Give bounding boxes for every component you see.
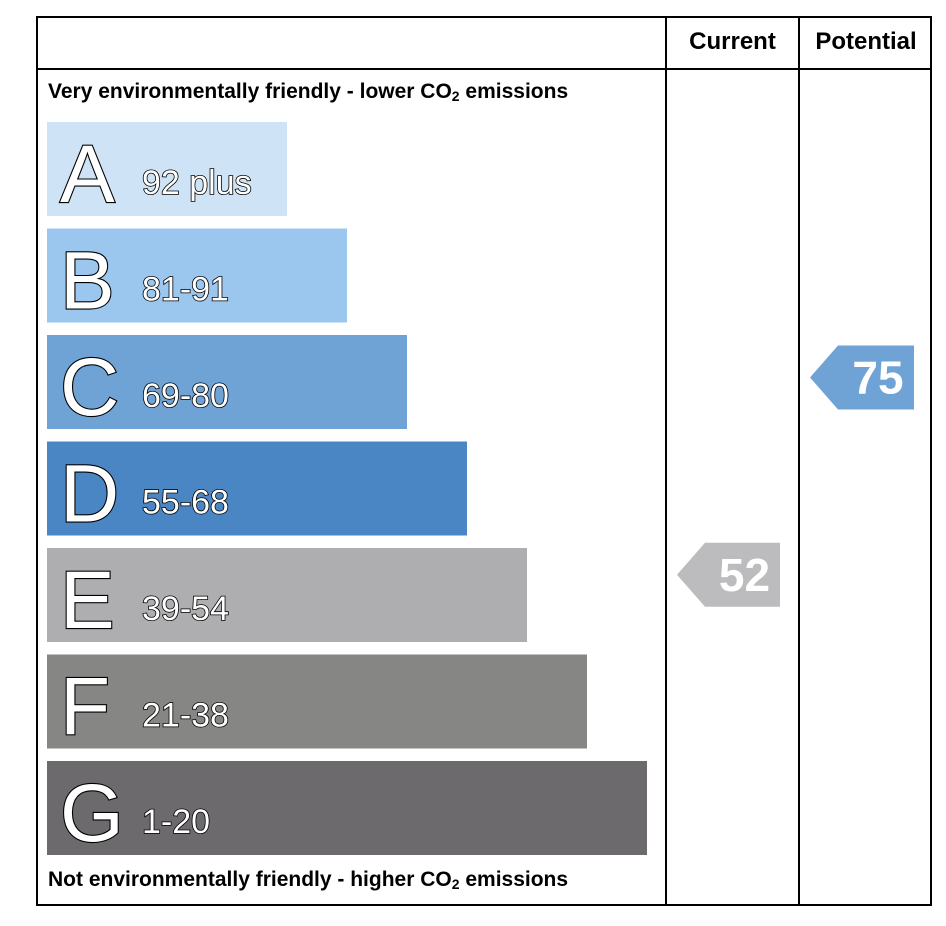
- bottom-caption-suffix: emissions: [459, 868, 569, 891]
- band-c-range: 69-80: [142, 377, 229, 415]
- band-b-bar: [47, 228, 347, 323]
- band-g-letter: G: [60, 768, 124, 859]
- band-a-bar: [47, 122, 287, 216]
- bottom-caption-subscript: 2: [451, 876, 460, 892]
- top-caption-subscript: 2: [451, 88, 460, 104]
- band-d-letter: D: [60, 449, 119, 540]
- top-caption-suffix: emissions: [459, 80, 569, 103]
- potential-column-divider: [798, 16, 800, 906]
- current-column-header: Current: [689, 28, 776, 55]
- top-caption-text: Very environmentally friendly - lower CO: [48, 80, 452, 103]
- band-c-letter: C: [60, 342, 119, 433]
- band-a-letter: A: [60, 129, 115, 220]
- current-column-divider: [665, 16, 667, 906]
- band-b-range: 81-91: [142, 271, 229, 309]
- band-g-bar: [47, 761, 647, 855]
- band-e-range: 39-54: [142, 590, 229, 628]
- bottom-caption: Not environmentally friendly - higher CO…: [48, 868, 568, 892]
- band-b-letter: B: [60, 236, 115, 327]
- top-caption: Very environmentally friendly - lower CO…: [48, 80, 568, 104]
- band-a-range: 92 plus: [142, 164, 252, 202]
- band-d-range: 55-68: [142, 484, 229, 522]
- band-f-range: 21-38: [142, 697, 229, 735]
- header-divider: [36, 68, 932, 70]
- chart-frame: [36, 16, 932, 906]
- potential-column-header: Potential: [815, 28, 917, 55]
- band-e-bar: [47, 548, 527, 642]
- band-g-range: 1-20: [142, 803, 210, 841]
- current-rating-value: 52: [719, 549, 770, 601]
- current-rating-arrow: [677, 542, 780, 607]
- bottom-caption-text: Not environmentally friendly - higher CO: [48, 868, 452, 891]
- band-e-letter: E: [60, 555, 115, 646]
- band-d-bar: [47, 441, 467, 536]
- potential-rating-arrow: [810, 345, 914, 410]
- band-c-bar: [47, 335, 407, 429]
- potential-rating-value: 75: [852, 352, 903, 404]
- band-f-bar: [47, 654, 587, 749]
- band-f-letter: F: [60, 662, 110, 753]
